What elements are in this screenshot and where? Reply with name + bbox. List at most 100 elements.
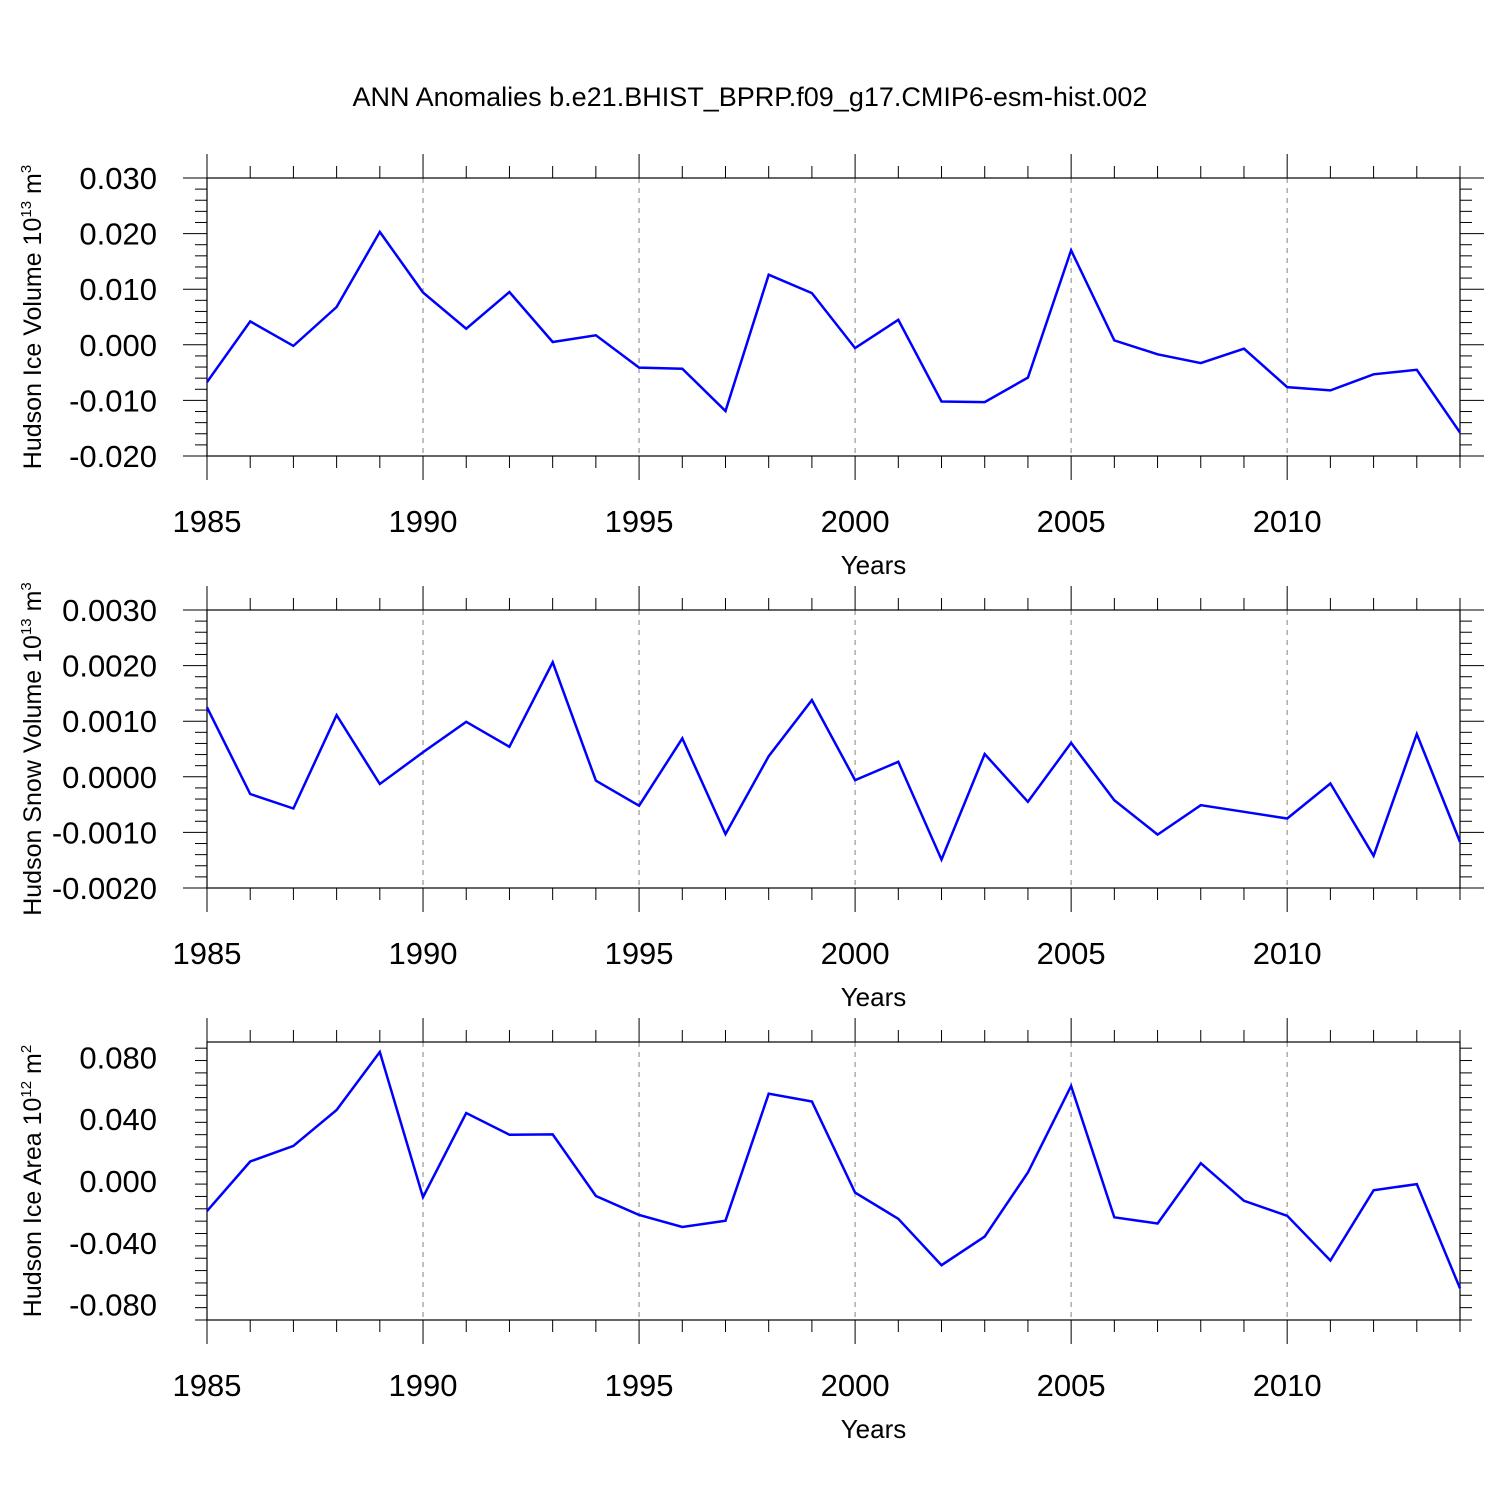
y-tick-label: 0.0000 [62, 760, 157, 795]
data-point [724, 833, 727, 836]
data-point [335, 305, 338, 308]
x-tick-label: 2005 [1037, 936, 1106, 971]
data-point [1329, 389, 1332, 392]
x-tick-label: 1995 [605, 1368, 674, 1403]
x-tick-label: 1995 [605, 504, 674, 539]
data-point [810, 1100, 813, 1103]
y-tick-label: -0.0020 [52, 871, 157, 906]
data-point [594, 334, 597, 337]
data-point [378, 1051, 381, 1054]
y-tick-label: 0.000 [79, 328, 157, 363]
data-point [1113, 799, 1116, 802]
panel-3: -0.080 -0.040 0.000 0.040 0.080 1985 1990 1995 2… [18, 1018, 1472, 1444]
x-tick-label: 1990 [389, 936, 458, 971]
data-point [1026, 376, 1029, 379]
y-tick-label: 0.000 [79, 1164, 157, 1199]
data-point [1372, 854, 1375, 857]
data-point [681, 367, 684, 370]
data-point [422, 751, 425, 754]
data-point [638, 1213, 641, 1216]
data-point [983, 1235, 986, 1238]
data-point [1329, 1259, 1332, 1262]
y-tick-label: 0.080 [79, 1040, 157, 1075]
x-axis-label: Years [841, 982, 907, 1012]
data-point [1372, 1189, 1375, 1192]
y-tick-label: 0.030 [79, 161, 157, 196]
data-point [378, 783, 381, 786]
data-point [897, 318, 900, 321]
data-point [206, 381, 209, 384]
data-point [1242, 1199, 1245, 1202]
data-point [940, 400, 943, 403]
data-point [206, 1210, 209, 1213]
x-tick-label: 2000 [821, 504, 890, 539]
data-point [940, 1264, 943, 1267]
data-point [1070, 249, 1073, 252]
y-tick-label: 0.0020 [62, 649, 157, 684]
data-point [1026, 800, 1029, 803]
data-point [1286, 817, 1289, 820]
y-axis-label: Hudson Snow Volume 1013 m3 [18, 582, 47, 916]
data-point [724, 409, 727, 412]
data-point [1242, 810, 1245, 813]
y-tick-label: 0.020 [79, 217, 157, 252]
data-point [594, 1194, 597, 1197]
data-point [1156, 1222, 1159, 1225]
data-point [465, 327, 468, 330]
plot-frame [206, 1041, 1461, 1321]
data-point [983, 401, 986, 404]
data-point [1156, 353, 1159, 356]
data-point [767, 755, 770, 758]
data-point [1070, 741, 1073, 744]
x-axis-label: Years [841, 1414, 907, 1444]
y-tick-label: -0.080 [69, 1288, 157, 1323]
y-tick-label: -0.010 [69, 383, 157, 418]
data-point [940, 858, 943, 861]
figure-title: ANN Anomalies b.e21.BHIST_BPRP.f09_g17.C… [353, 82, 1148, 112]
data-point [1286, 386, 1289, 389]
data-point [249, 320, 252, 323]
data-point [1459, 840, 1462, 843]
y-tick-label: -0.020 [69, 439, 157, 474]
data-point [508, 290, 511, 293]
data-point [983, 753, 986, 756]
x-tick-label: 1990 [389, 504, 458, 539]
data-point [249, 793, 252, 796]
data-point [854, 779, 857, 782]
x-tick-label: 1985 [173, 504, 242, 539]
x-tick-label: 2000 [821, 1368, 890, 1403]
panel-1: -0.020 -0.010 0.000 0.010 0.020 0.030 1985 1990… [18, 154, 1484, 580]
data-point [897, 760, 900, 763]
data-point [335, 714, 338, 717]
data-point [810, 292, 813, 295]
data-point [1415, 732, 1418, 735]
data-point [1459, 1287, 1462, 1290]
data-point [422, 1196, 425, 1199]
data-point [1199, 804, 1202, 807]
data-point [854, 347, 857, 350]
data-point [854, 1191, 857, 1194]
data-point [724, 1219, 727, 1222]
data-point [1372, 373, 1375, 376]
y-tick-label: 0.0030 [62, 593, 157, 628]
x-tick-label: 2005 [1037, 504, 1106, 539]
data-point [292, 1144, 295, 1147]
data-point [1156, 833, 1159, 836]
y-axis-label: Hudson Ice Area 1012 m2 [18, 1045, 47, 1317]
data-point [1199, 362, 1202, 365]
data-point [1199, 1162, 1202, 1165]
data-point [292, 807, 295, 810]
data-point [897, 1217, 900, 1220]
data-point [1329, 782, 1332, 785]
data-point [1113, 1216, 1116, 1219]
data-point [1070, 1085, 1073, 1088]
data-point [249, 1160, 252, 1163]
data-point [206, 706, 209, 709]
data-point [378, 230, 381, 233]
data-point [681, 737, 684, 740]
data-point [508, 1133, 511, 1136]
series-line [205, 229, 1462, 434]
y-tick-label: 0.0010 [62, 704, 157, 739]
data-point [1242, 347, 1245, 350]
